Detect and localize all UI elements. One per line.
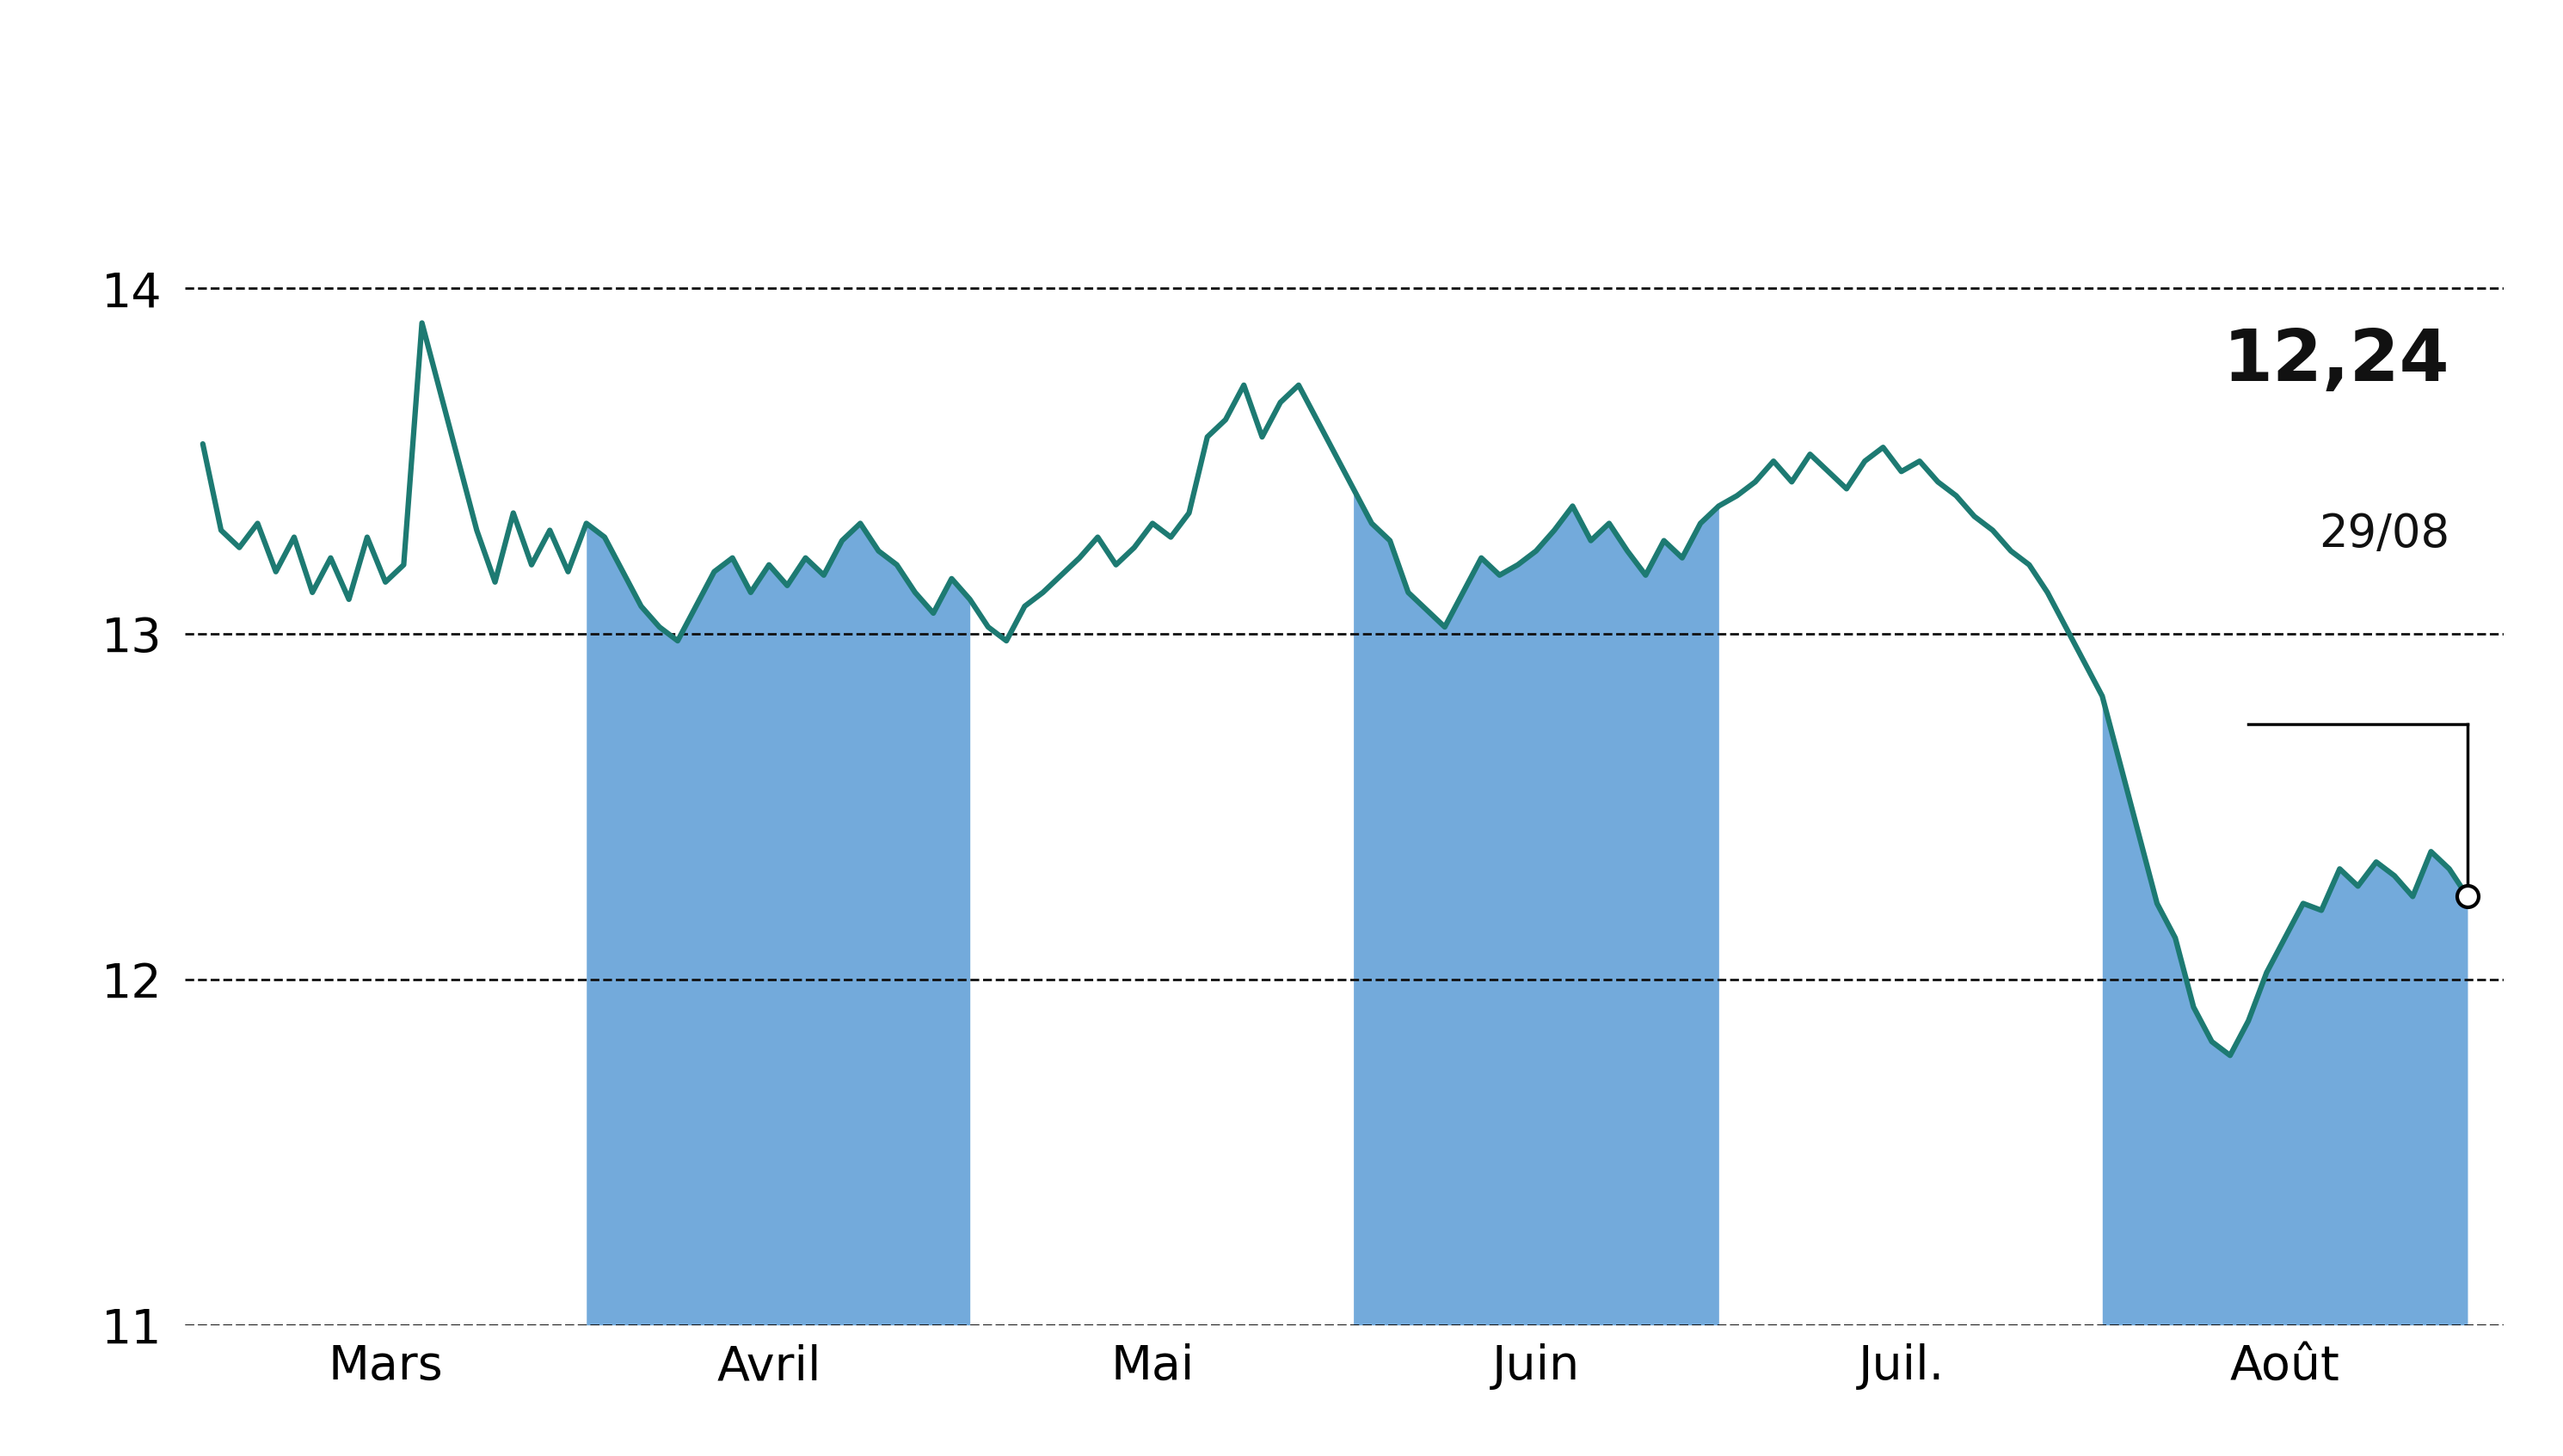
Text: 29/08: 29/08 bbox=[2320, 511, 2450, 556]
Text: Wuestenrot & Wuerttembergische AG: Wuestenrot & Wuerttembergische AG bbox=[264, 35, 2299, 128]
Text: 12,24: 12,24 bbox=[2222, 326, 2450, 396]
